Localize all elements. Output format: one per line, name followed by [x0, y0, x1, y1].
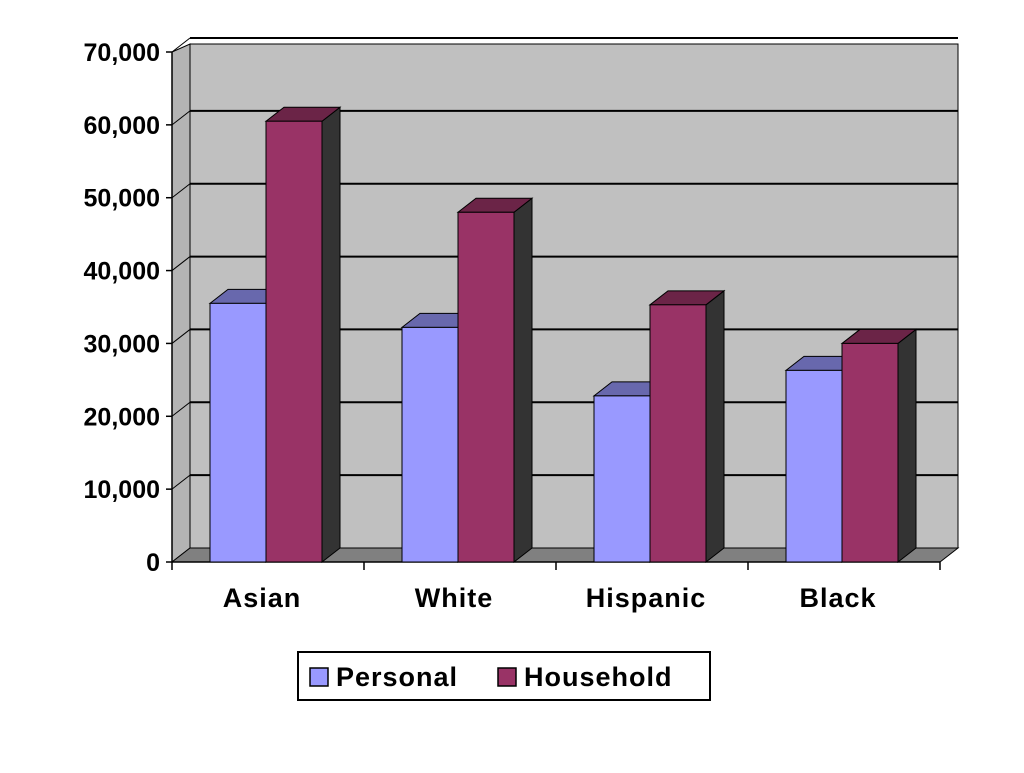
y-tick-label: 10,000	[84, 476, 160, 504]
bar-household-asian	[265, 120, 323, 563]
bar-personal-black	[785, 369, 843, 563]
gridline-side	[171, 110, 191, 126]
bar-household-black	[841, 342, 899, 563]
y-tick-label: 60,000	[84, 112, 160, 140]
legend-label-household: Household	[524, 662, 673, 692]
bar-household-hispanic	[649, 304, 707, 563]
x-tick-label: Hispanic	[586, 583, 707, 613]
x-tick-label: Asian	[223, 583, 302, 613]
x-tick-label: Black	[799, 583, 876, 613]
legend-swatch-personal	[309, 667, 329, 687]
y-tick-label: 40,000	[84, 258, 160, 286]
legend-label-personal: Personal	[336, 662, 458, 692]
gridline-side	[171, 401, 191, 417]
bar-side-household-hispanic	[705, 289, 725, 564]
y-tick-label: 50,000	[84, 185, 160, 213]
x-tick-label: White	[415, 583, 494, 613]
gridline-side	[171, 256, 191, 271]
bar-side-household-asian	[321, 106, 341, 564]
bar-personal-asian	[209, 302, 267, 563]
bar-side-household-white	[513, 197, 533, 564]
gridline-side	[171, 474, 191, 490]
plot-side-wall	[171, 43, 191, 564]
legend-swatch-household	[497, 667, 517, 687]
bar-personal-hispanic	[593, 395, 651, 563]
bar-household-white	[457, 211, 515, 563]
y-tick-label: 0	[146, 549, 160, 577]
gridline-side	[171, 37, 191, 53]
bar-personal-white	[401, 326, 459, 563]
y-tick-label: 30,000	[84, 330, 160, 358]
y-tick-label: 20,000	[84, 403, 160, 431]
gridline-side	[171, 329, 191, 344]
gridline-side	[171, 183, 191, 199]
y-tick-label: 70,000	[84, 39, 160, 67]
bar-side-household-black	[897, 328, 917, 564]
